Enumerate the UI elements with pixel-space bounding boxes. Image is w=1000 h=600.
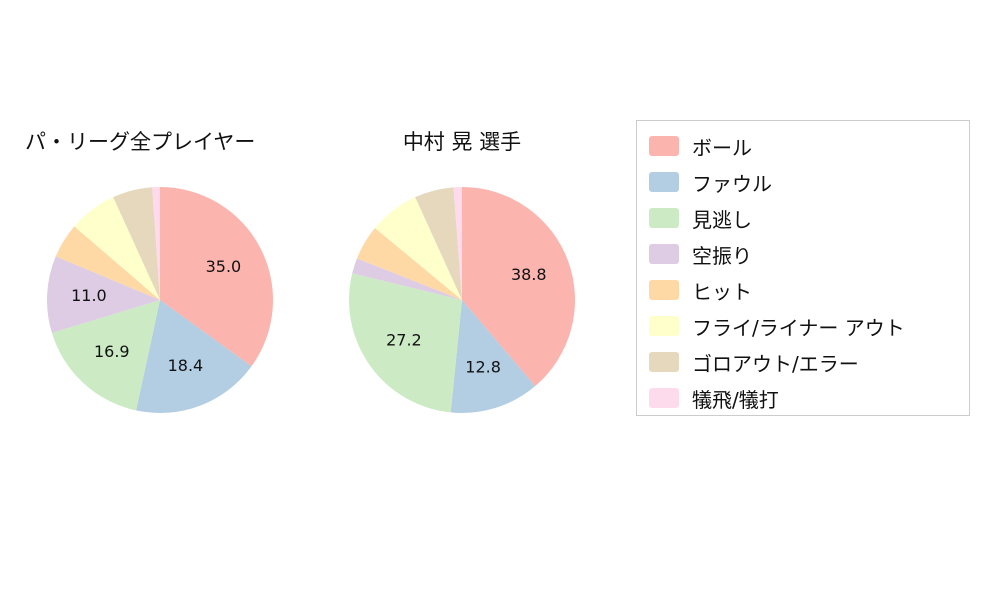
pie-slice bbox=[160, 187, 274, 367]
pie-slice bbox=[356, 227, 462, 300]
right-pie-title: 中村 晃 選手 bbox=[402, 130, 522, 154]
legend-item: ボール bbox=[649, 128, 969, 164]
pie-slice-value-label: 18.4 bbox=[168, 356, 204, 375]
pie-slice-value-label: 35.0 bbox=[206, 257, 242, 276]
legend-swatch-fly-liner-out bbox=[649, 316, 679, 336]
legend-item: 犠飛/犠打 bbox=[649, 380, 969, 416]
legend-item: フライ/ライナー アウト bbox=[649, 308, 969, 344]
legend-label-sacrifice: 犠飛/犠打 bbox=[692, 387, 779, 412]
pie-slice bbox=[374, 197, 462, 300]
pie-slice bbox=[415, 187, 462, 300]
legend-item: 空振り bbox=[649, 236, 969, 272]
legend-label-fly-liner-out: フライ/ライナー アウト bbox=[692, 315, 905, 340]
legend-swatch-ball bbox=[649, 136, 679, 156]
pie-slice bbox=[453, 187, 462, 300]
legend-label-foul: ファウル bbox=[692, 171, 772, 196]
pie-slice bbox=[46, 256, 161, 333]
pie-slice bbox=[136, 300, 252, 413]
legend-swatch-sacrifice bbox=[649, 388, 679, 408]
pie-slice-value-label: 16.9 bbox=[94, 342, 130, 361]
legend: ボール ファウル 見逃し 空振り ヒット フライ/ライナー アウト ゴロアウト/… bbox=[636, 120, 970, 416]
pie-slice bbox=[113, 187, 160, 300]
pie-slice bbox=[152, 187, 160, 300]
pie-slice bbox=[55, 226, 160, 300]
legend-label-ball: ボール bbox=[692, 135, 752, 160]
legend-swatch-swinging-strike bbox=[649, 244, 679, 264]
legend-label-called-strike: 見逃し bbox=[692, 207, 752, 232]
pie-slice-value-label: 12.8 bbox=[465, 358, 501, 377]
legend-label-hit: ヒット bbox=[692, 279, 752, 304]
pie-slice bbox=[462, 187, 576, 387]
legend-item: ヒット bbox=[649, 272, 969, 308]
pie-slice-value-label: 27.2 bbox=[386, 331, 422, 350]
legend-swatch-hit bbox=[649, 280, 679, 300]
pie-slice-value-label: 11.0 bbox=[71, 286, 107, 305]
legend-swatch-foul bbox=[649, 172, 679, 192]
pie-slice bbox=[74, 197, 160, 300]
legend-item: ファウル bbox=[649, 164, 969, 200]
right-pie-chart: 38.8 12.8 27.2 bbox=[349, 187, 576, 414]
left-pie-chart: 35.0 18.4 16.9 11.0 bbox=[46, 187, 274, 413]
legend-swatch-called-strike bbox=[649, 208, 679, 228]
legend-item: ゴロアウト/エラー bbox=[649, 344, 969, 380]
legend-label-groundout-error: ゴロアウト/エラー bbox=[692, 351, 859, 376]
left-pie-title: パ・リーグ全プレイヤー bbox=[25, 130, 256, 154]
legend-item: 見逃し bbox=[649, 200, 969, 236]
pie-slice-value-label: 38.8 bbox=[511, 265, 547, 284]
pie-slice bbox=[349, 273, 462, 413]
pie-slice bbox=[352, 258, 462, 300]
legend-swatch-groundout-error bbox=[649, 352, 679, 372]
pie-slice bbox=[51, 300, 160, 411]
legend-label-swinging-strike: 空振り bbox=[692, 243, 752, 268]
pie-slice bbox=[450, 300, 536, 414]
